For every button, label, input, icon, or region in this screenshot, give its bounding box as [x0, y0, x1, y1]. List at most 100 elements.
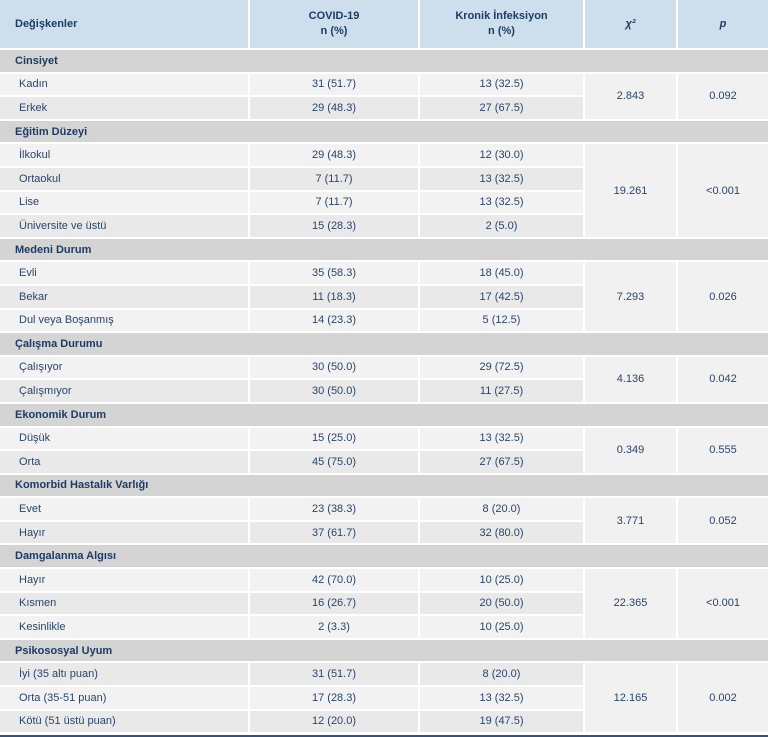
row-label: Orta [0, 451, 248, 475]
section-title: Medeni Durum [0, 238, 768, 263]
row-label: Kısmen [0, 592, 248, 617]
section-title: Damgalanma Algısı [0, 545, 768, 570]
chronic-infection-header-sublabel: n (%) [488, 25, 515, 37]
row-label: Orta (35-51 puan) [0, 687, 248, 711]
covid19-value: 37 (61.7) [248, 521, 418, 546]
chi-square-value: 19.261 [583, 144, 676, 239]
covid19-value: 29 (48.3) [248, 97, 418, 121]
data-row: Evet 23 (38.3) 8 (20.0) 3.771 0.052 [0, 498, 768, 546]
row-label: Dul veya Boşanmış [0, 309, 248, 334]
p-value: 0.002 [676, 663, 768, 735]
data-row: Dul veya Boşanmış 14 (23.3) 5 (12.5) [0, 309, 768, 334]
chronic-infection-value: 10 (25.0) [418, 569, 583, 593]
column-header-p-value: p [676, 0, 768, 50]
covid19-header-sublabel: n (%) [320, 25, 348, 37]
covid19-value: 17 (28.3) [248, 687, 418, 711]
row-label: Düşük [0, 427, 248, 452]
chronic-infection-header-label: Kronik İnfeksiyon [455, 10, 548, 23]
p-value: <0.001 [676, 144, 768, 239]
row-label: Evli [0, 262, 248, 286]
p-value: 0.042 [676, 356, 768, 404]
p-value: 0.052 [676, 498, 768, 546]
header-row: Değişkenler COVID-19 n (%) Kronik İnfeks… [0, 0, 768, 50]
data-row: Erkek 29 (48.3) 27 (67.5) [0, 97, 768, 121]
covid19-value: 11 (18.3) [248, 285, 418, 310]
chi-square-value: 12.165 [583, 663, 676, 735]
covid19-value: 16 (26.7) [248, 592, 418, 617]
data-row: Düşük 15 (25.0) 13 (32.5) 0.349 0.555 [0, 427, 768, 475]
chi-square-value: 4.136 [583, 356, 676, 404]
covid19-header-label: COVID-19 [308, 10, 360, 23]
row-label: Bekar [0, 285, 248, 310]
chi-square-value: 0.349 [583, 427, 676, 475]
data-row: Orta (35-51 puan) 17 (28.3) 13 (32.5) [0, 687, 768, 711]
chronic-infection-value: 2 (5.0) [418, 215, 583, 239]
section-title: Komorbid Hastalık Varlığı [0, 474, 768, 499]
chronic-infection-value: 32 (80.0) [418, 521, 583, 546]
chronic-infection-value: 27 (67.5) [418, 451, 583, 475]
section-row: Komorbid Hastalık Varlığı [0, 474, 768, 499]
covid19-value: 29 (48.3) [248, 144, 418, 168]
covid19-value: 2 (3.3) [248, 616, 418, 640]
chronic-infection-value: 13 (32.5) [418, 427, 583, 452]
row-label: Çalışıyor [0, 356, 248, 381]
chi-square-value: 7.293 [583, 262, 676, 334]
covid19-value: 15 (25.0) [248, 427, 418, 452]
covid19-value: 30 (50.0) [248, 380, 418, 404]
chronic-infection-value: 17 (42.5) [418, 285, 583, 310]
chi-square-value: 22.365 [583, 569, 676, 640]
covid19-value: 7 (11.7) [248, 191, 418, 216]
section-row: Ekonomik Durum [0, 403, 768, 428]
chronic-infection-value: 18 (45.0) [418, 262, 583, 286]
section-title: Psikososyal Uyum [0, 639, 768, 664]
p-value: 0.026 [676, 262, 768, 334]
column-header-covid19: COVID-19 n (%) [248, 0, 418, 50]
chronic-infection-value: 11 (27.5) [418, 380, 583, 404]
table-header: Değişkenler COVID-19 n (%) Kronik İnfeks… [0, 0, 768, 50]
row-label: Üniversite ve üstü [0, 215, 248, 239]
data-row: Üniversite ve üstü 15 (28.3) 2 (5.0) [0, 215, 768, 239]
table-body: Cinsiyet Kadın 31 (51.7) 13 (32.5) 2.843 0.09… [0, 50, 768, 735]
row-label: Kötü (51 üstü puan) [0, 710, 248, 735]
covid19-value: 31 (51.7) [248, 73, 418, 98]
section-title: Ekonomik Durum [0, 403, 768, 428]
chi-square-value: 3.771 [583, 498, 676, 546]
chronic-infection-value: 20 (50.0) [418, 592, 583, 617]
data-row: Hayır 42 (70.0) 10 (25.0) 22.365 <0.001 [0, 569, 768, 640]
covid19-value: 30 (50.0) [248, 356, 418, 381]
chronic-infection-value: 10 (25.0) [418, 616, 583, 640]
p-value: 0.555 [676, 427, 768, 475]
section-title: Çalışma Durumu [0, 333, 768, 357]
chi-square-value: 2.843 [583, 73, 676, 121]
chronic-infection-value: 8 (20.0) [418, 498, 583, 522]
covid19-value: 14 (23.3) [248, 309, 418, 334]
row-label: Hayır [0, 569, 248, 593]
data-row: Çalışmıyor 30 (50.0) 11 (27.5) [0, 380, 768, 404]
section-title: Cinsiyet [0, 50, 768, 74]
covid19-value: 15 (28.3) [248, 215, 418, 239]
row-label: İlkokul [0, 144, 248, 168]
chronic-infection-value: 29 (72.5) [418, 356, 583, 381]
covid19-value: 12 (20.0) [248, 710, 418, 735]
data-row: Çalışıyor 30 (50.0) 29 (72.5) 4.136 0.042 [0, 356, 768, 404]
data-row: Kadın 31 (51.7) 13 (32.5) 2.843 0.092 [0, 73, 768, 121]
section-row: Cinsiyet [0, 50, 768, 74]
column-header-chronic-infection: Kronik İnfeksiyon n (%) [418, 0, 583, 50]
row-label: Kesinlikle [0, 616, 248, 640]
column-header-chi-square: χ² [583, 0, 676, 50]
data-row: Ortaokul 7 (11.7) 13 (32.5) [0, 167, 768, 192]
covid19-value: 35 (58.3) [248, 262, 418, 286]
section-row: Medeni Durum [0, 238, 768, 263]
p-value: <0.001 [676, 569, 768, 640]
chronic-infection-value: 13 (32.5) [418, 167, 583, 192]
data-row: İlkokul 29 (48.3) 12 (30.0) 19.261 <0.001 [0, 144, 768, 239]
section-row: Damgalanma Algısı [0, 545, 768, 570]
data-row: Kısmen 16 (26.7) 20 (50.0) [0, 592, 768, 617]
p-value: 0.092 [676, 73, 768, 121]
covid19-value: 7 (11.7) [248, 167, 418, 192]
row-label: Hayır [0, 521, 248, 546]
covid19-value: 23 (38.3) [248, 498, 418, 522]
section-row: Psikososyal Uyum [0, 639, 768, 664]
row-label: Evet [0, 498, 248, 522]
